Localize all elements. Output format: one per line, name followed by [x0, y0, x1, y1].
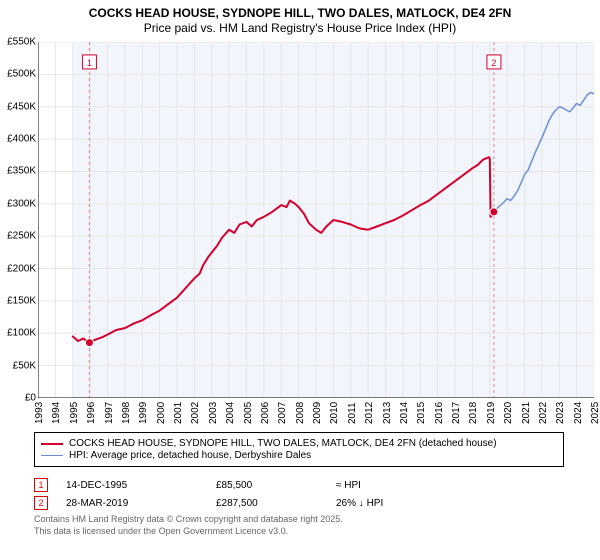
- y-tick-label: £150K: [7, 295, 36, 306]
- chart-container: £0£50K£100K£150K£200K£250K£300K£350K£400…: [0, 42, 600, 418]
- y-tick-label: £550K: [7, 37, 36, 48]
- legend-label: HPI: Average price, detached house, Derb…: [69, 450, 311, 461]
- x-tick-label: 1998: [121, 402, 132, 424]
- x-tick-label: 2002: [190, 402, 201, 424]
- x-tick-label: 2011: [347, 402, 358, 424]
- x-tick-label: 2024: [573, 402, 584, 424]
- x-tick-label: 2003: [208, 402, 219, 424]
- x-tick-label: 2025: [590, 402, 600, 424]
- x-tick-label: 2007: [277, 402, 288, 424]
- x-tick-label: 2013: [382, 402, 393, 424]
- x-tick-label: 2006: [260, 402, 271, 424]
- y-tick-label: £450K: [7, 101, 36, 112]
- x-tick-label: 1995: [69, 402, 80, 424]
- chart-subtitle: Price paid vs. HM Land Registry's House …: [10, 21, 590, 35]
- x-tick-label: 1994: [51, 402, 62, 424]
- legend-swatch: [41, 455, 63, 456]
- x-tick-label: 2023: [555, 402, 566, 424]
- legend-label: COCKS HEAD HOUSE, SYDNOPE HILL, TWO DALE…: [69, 438, 497, 449]
- x-tick-label: 2018: [468, 402, 479, 424]
- transaction-row: 2 28-MAR-2019£287,50026% ↓ HPI: [34, 494, 456, 512]
- y-tick-label: £350K: [7, 166, 36, 177]
- svg-text:2: 2: [491, 58, 496, 68]
- x-tick-label: 2004: [225, 402, 236, 424]
- y-tick-label: £100K: [7, 328, 36, 339]
- x-tick-label: 2000: [156, 402, 167, 424]
- legend-swatch: [41, 443, 63, 445]
- y-tick-label: £200K: [7, 263, 36, 274]
- y-tick-label: £300K: [7, 198, 36, 209]
- legend: COCKS HEAD HOUSE, SYDNOPE HILL, TWO DALE…: [34, 432, 564, 467]
- legend-item: HPI: Average price, detached house, Derb…: [41, 450, 557, 461]
- licence-line2: This data is licensed under the Open Gov…: [34, 526, 574, 538]
- chart-title-address: COCKS HEAD HOUSE, SYDNOPE HILL, TWO DALE…: [10, 6, 590, 20]
- x-tick-label: 2021: [521, 402, 532, 424]
- x-tick-label: 2001: [173, 402, 184, 424]
- x-tick-label: 2012: [364, 402, 375, 424]
- x-tick-label: 2019: [486, 402, 497, 424]
- x-tick-label: 2020: [503, 402, 514, 424]
- svg-text:1: 1: [87, 58, 92, 68]
- transaction-vs-hpi: 26% ↓ HPI: [336, 498, 456, 509]
- x-tick-label: 2015: [416, 402, 427, 424]
- transaction-row: 1 14-DEC-1995£85,500≈ HPI: [34, 476, 456, 494]
- y-tick-label: £250K: [7, 231, 36, 242]
- plot-area: 12: [38, 42, 594, 398]
- y-tick-label: £50K: [13, 360, 36, 371]
- legend-item: COCKS HEAD HOUSE, SYDNOPE HILL, TWO DALE…: [41, 438, 557, 449]
- transaction-badge: 1: [34, 478, 48, 492]
- x-tick-label: 2022: [538, 402, 549, 424]
- transaction-date: 14-DEC-1995: [66, 480, 216, 491]
- licence-text: Contains HM Land Registry data © Crown c…: [34, 514, 574, 537]
- x-tick-label: 1999: [138, 402, 149, 424]
- transactions-table: 1 14-DEC-1995£85,500≈ HPI 2 28-MAR-2019£287…: [34, 476, 456, 512]
- x-tick-label: 2017: [451, 402, 462, 424]
- y-tick-label: £500K: [7, 69, 36, 80]
- y-tick-label: £400K: [7, 134, 36, 145]
- chart-svg: 12: [38, 42, 594, 398]
- x-tick-label: 2016: [434, 402, 445, 424]
- x-tick-label: 2008: [295, 402, 306, 424]
- transaction-date: 28-MAR-2019: [66, 498, 216, 509]
- transaction-price: £85,500: [216, 480, 336, 491]
- x-tick-label: 1993: [34, 402, 45, 424]
- transaction-badge: 2: [34, 496, 48, 510]
- transaction-price: £287,500: [216, 498, 336, 509]
- x-tick-label: 2009: [312, 402, 323, 424]
- x-tick-label: 1997: [104, 402, 115, 424]
- licence-line1: Contains HM Land Registry data © Crown c…: [34, 514, 574, 526]
- transaction-vs-hpi: ≈ HPI: [336, 480, 456, 491]
- x-tick-label: 2014: [399, 402, 410, 424]
- x-tick-label: 2010: [329, 402, 340, 424]
- x-tick-label: 2005: [243, 402, 254, 424]
- chart-title-block: COCKS HEAD HOUSE, SYDNOPE HILL, TWO DALE…: [0, 0, 600, 37]
- x-tick-label: 1996: [86, 402, 97, 424]
